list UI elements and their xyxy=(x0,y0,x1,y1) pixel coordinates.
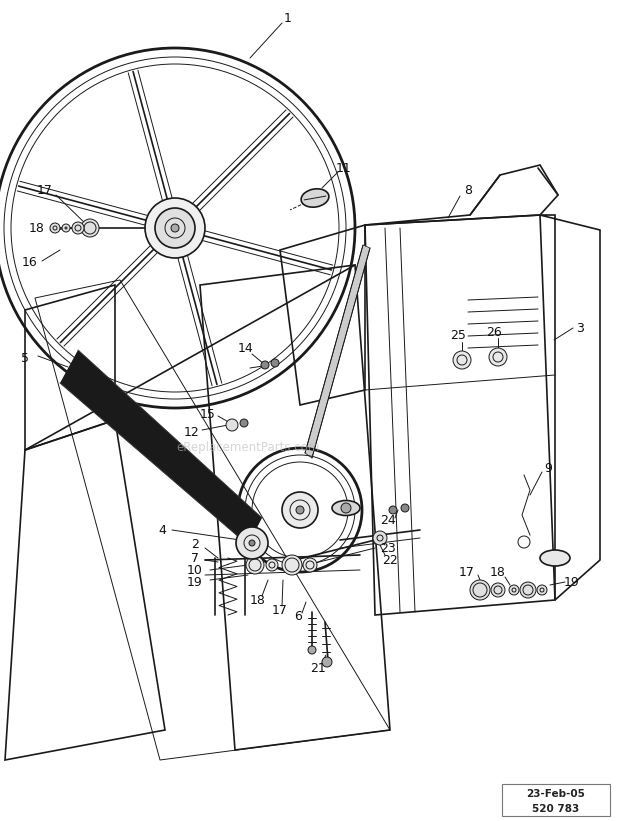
Ellipse shape xyxy=(332,501,360,516)
Circle shape xyxy=(389,506,397,514)
Circle shape xyxy=(236,527,268,559)
Polygon shape xyxy=(60,350,262,545)
Circle shape xyxy=(226,419,238,431)
Circle shape xyxy=(62,224,70,232)
Circle shape xyxy=(341,503,351,513)
Text: 17: 17 xyxy=(37,184,53,196)
Circle shape xyxy=(470,580,490,600)
Ellipse shape xyxy=(301,189,329,207)
Circle shape xyxy=(240,419,248,427)
Bar xyxy=(502,784,610,816)
Circle shape xyxy=(537,585,547,595)
Circle shape xyxy=(171,224,179,232)
Circle shape xyxy=(453,351,471,369)
Text: 24: 24 xyxy=(380,513,396,526)
Text: 1: 1 xyxy=(284,11,292,25)
Circle shape xyxy=(509,585,519,595)
Circle shape xyxy=(249,540,255,546)
Circle shape xyxy=(72,222,84,234)
Polygon shape xyxy=(305,245,370,458)
Text: 3: 3 xyxy=(576,322,584,334)
Text: 2: 2 xyxy=(191,539,199,552)
Text: 19: 19 xyxy=(187,576,203,589)
Text: 15: 15 xyxy=(200,409,216,421)
Circle shape xyxy=(271,359,279,367)
Circle shape xyxy=(401,504,409,512)
Text: 6: 6 xyxy=(294,609,302,622)
Text: 17: 17 xyxy=(459,566,475,579)
Circle shape xyxy=(155,208,195,248)
Text: 520 783: 520 783 xyxy=(533,804,580,814)
Circle shape xyxy=(520,582,536,598)
Text: 18: 18 xyxy=(490,566,506,580)
Circle shape xyxy=(282,555,302,575)
Text: 21: 21 xyxy=(310,662,326,675)
Text: 5: 5 xyxy=(21,351,29,365)
Text: 17: 17 xyxy=(272,603,288,617)
Text: eReplacementParts.com: eReplacementParts.com xyxy=(176,442,320,455)
Text: 7: 7 xyxy=(191,552,199,565)
Text: 18: 18 xyxy=(29,222,45,235)
Text: 23-Feb-05: 23-Feb-05 xyxy=(526,789,585,799)
Circle shape xyxy=(303,558,317,572)
Circle shape xyxy=(491,583,505,597)
Text: 14: 14 xyxy=(238,342,254,355)
Text: 25: 25 xyxy=(450,328,466,342)
Text: 18: 18 xyxy=(250,594,266,607)
Circle shape xyxy=(489,348,507,366)
Text: 10: 10 xyxy=(187,563,203,576)
Circle shape xyxy=(50,223,60,233)
Text: 16: 16 xyxy=(22,255,38,268)
Text: 11: 11 xyxy=(336,162,352,175)
Circle shape xyxy=(266,559,278,571)
Text: 12: 12 xyxy=(184,425,200,438)
Text: 26: 26 xyxy=(486,325,502,338)
Circle shape xyxy=(145,198,205,258)
Text: 22: 22 xyxy=(382,553,398,566)
Text: 8: 8 xyxy=(464,184,472,196)
Text: 9: 9 xyxy=(544,461,552,475)
Circle shape xyxy=(308,646,316,654)
Circle shape xyxy=(246,556,264,574)
Circle shape xyxy=(322,657,332,667)
Circle shape xyxy=(373,531,387,545)
Text: 19: 19 xyxy=(564,576,580,589)
Circle shape xyxy=(81,219,99,237)
Text: 23: 23 xyxy=(380,542,396,554)
Ellipse shape xyxy=(540,550,570,566)
Circle shape xyxy=(261,361,269,369)
Circle shape xyxy=(296,506,304,514)
Text: 4: 4 xyxy=(158,524,166,536)
Circle shape xyxy=(282,492,318,528)
